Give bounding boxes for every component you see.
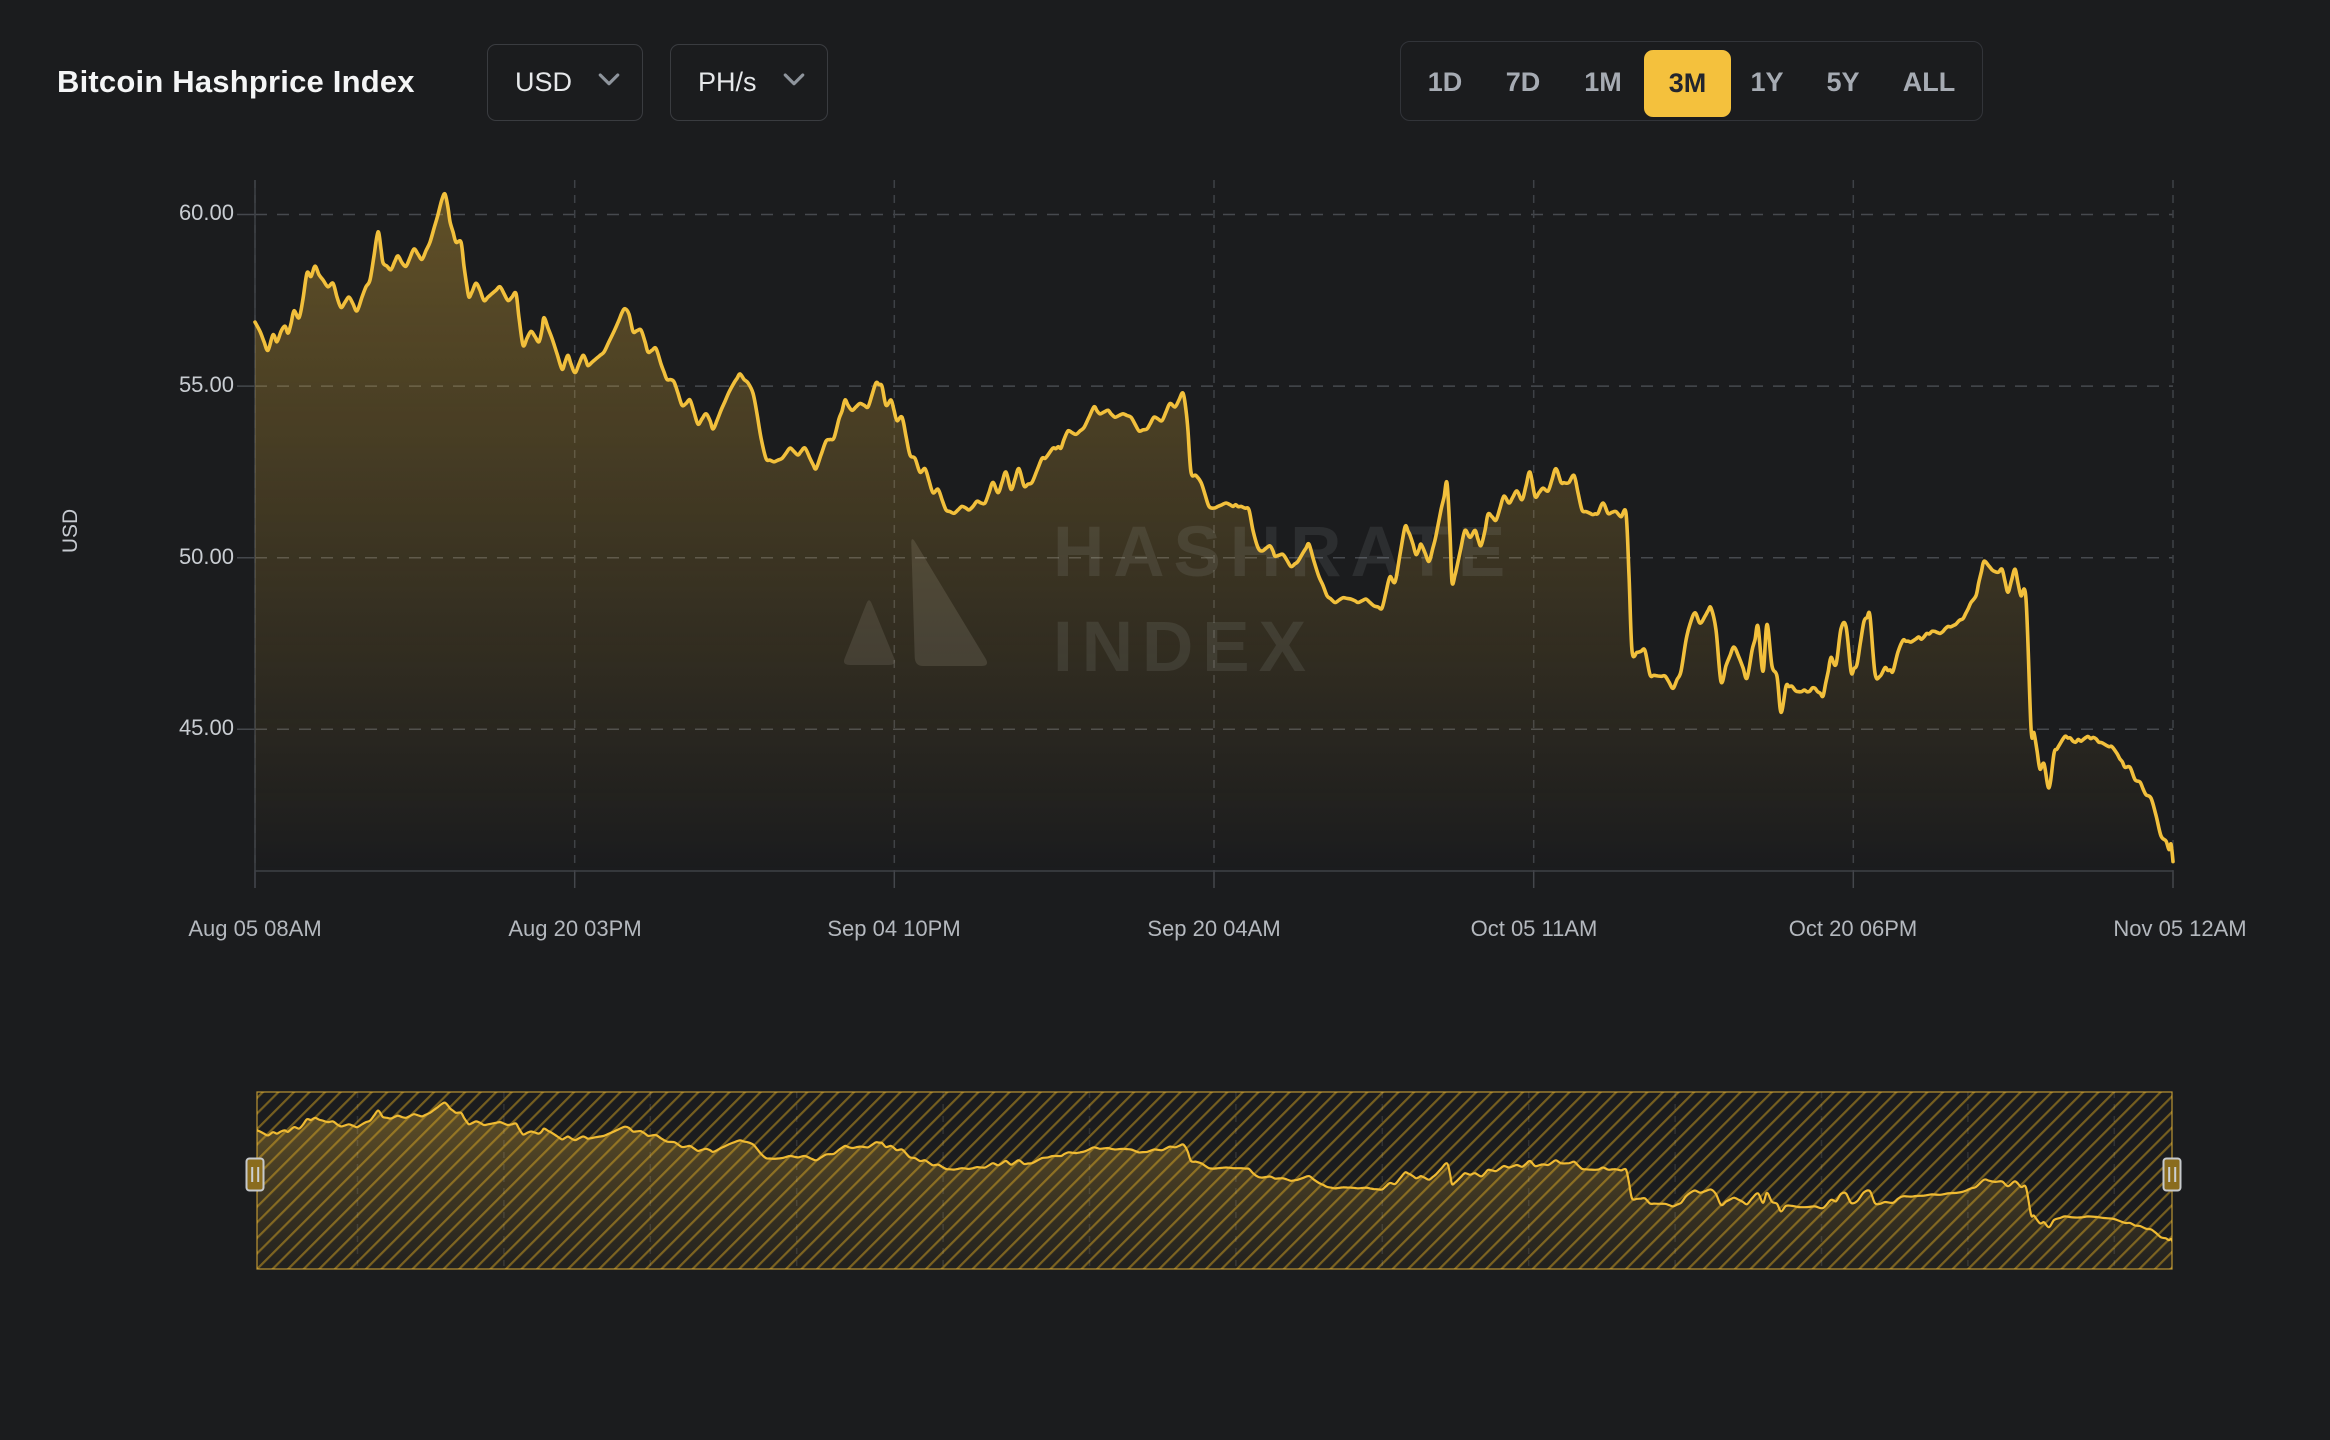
svg-text:INDEX: INDEX [1053, 608, 1315, 687]
svg-text:HASHRATE: HASHRATE [1053, 513, 1514, 592]
